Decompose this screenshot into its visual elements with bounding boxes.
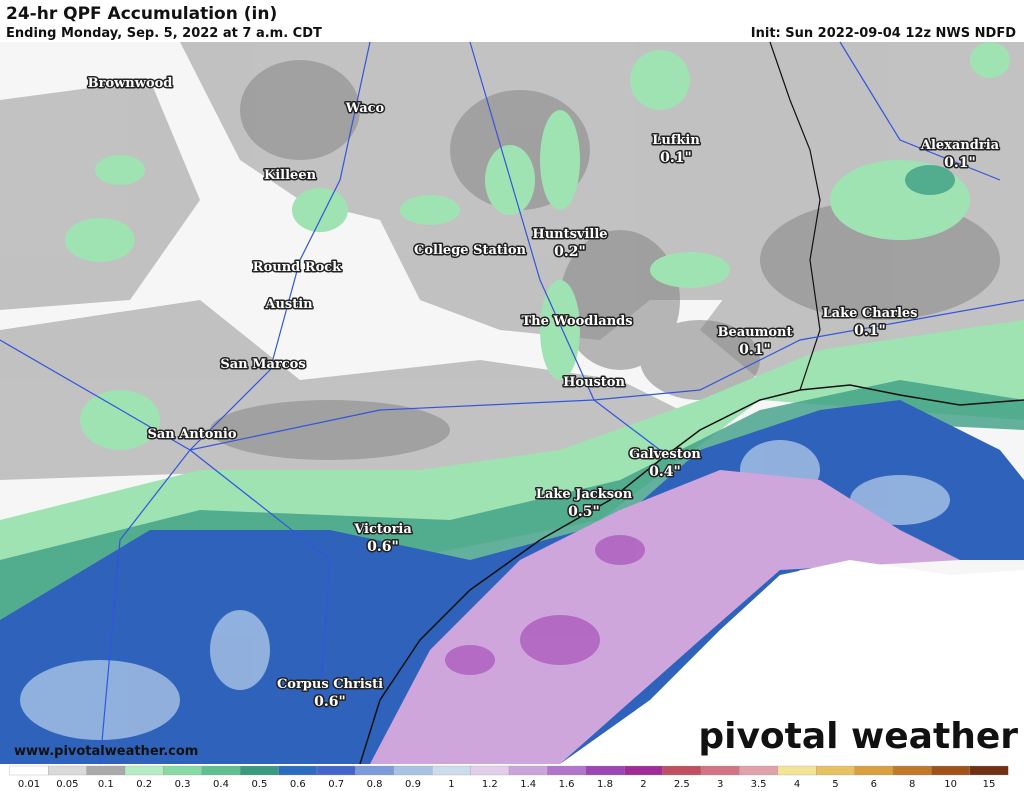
legend-swatch <box>355 765 394 776</box>
city-name: Alexandria <box>920 138 1000 153</box>
website: www.pivotalweather.com <box>14 744 198 759</box>
legend-label: 0.7 <box>328 779 344 790</box>
legend-label: 3 <box>717 779 723 790</box>
city-name: Brownwood <box>88 76 173 91</box>
legend-swatch <box>470 765 510 776</box>
legend-swatch <box>816 765 855 776</box>
no-data-region <box>560 560 1024 764</box>
city-name: Corpus Christi <box>277 677 383 692</box>
legend-label: 1.4 <box>520 779 536 790</box>
city-name: The Woodlands <box>521 314 632 329</box>
legend-label: 1 <box>448 779 454 790</box>
legend-swatch <box>547 765 586 776</box>
title: 24-hr QPF Accumulation (in) <box>6 4 277 24</box>
legend-label: 2.5 <box>674 779 690 790</box>
legend-swatch <box>585 765 625 776</box>
legend-swatch <box>892 765 932 776</box>
logo: pivotal weather <box>698 716 1018 757</box>
city-qpf: 0.5" <box>568 504 600 520</box>
city-name: Round Rock <box>253 260 342 275</box>
header: 24-hr QPF Accumulation (in) Ending Monda… <box>6 4 1016 41</box>
legend-label: 0.3 <box>175 779 191 790</box>
city-qpf: 0.1" <box>944 155 976 171</box>
legend-label: 0.9 <box>405 779 421 790</box>
legend-label: 1.8 <box>597 779 613 790</box>
map <box>0 41 1024 765</box>
coastline <box>359 384 1024 765</box>
subtitle: Ending Monday, Sep. 5, 2022 at 7 a.m. CD… <box>6 26 322 41</box>
legend-label: 15 <box>983 779 996 790</box>
city-qpf: 0.1" <box>660 150 692 166</box>
highways <box>0 41 1024 765</box>
legend-label: 5 <box>832 779 838 790</box>
legend-label: 0.01 <box>18 779 40 790</box>
city-name: Waco <box>345 101 385 116</box>
legend-label: 2 <box>640 779 646 790</box>
legend-label: 0.4 <box>213 779 229 790</box>
legend-swatch <box>700 765 740 776</box>
legend-label: 0.1 <box>98 779 114 790</box>
legend-swatch <box>508 765 548 776</box>
city-qpf: 0.6" <box>367 539 399 555</box>
heavy-precip <box>445 535 645 675</box>
city-name: Huntsville <box>532 227 607 242</box>
state-border <box>769 41 821 391</box>
city-name: Houston <box>563 375 625 390</box>
city-name: San Marcos <box>220 357 305 372</box>
legend-label: 8 <box>909 779 915 790</box>
legend-swatch <box>739 765 778 776</box>
city-name: Lake Charles <box>823 306 918 321</box>
city-qpf: 0.4" <box>649 464 681 480</box>
legend-swatch <box>854 765 894 776</box>
legend-swatch <box>931 765 970 776</box>
init-time: Init: Sun 2022-09-04 12z NWS NDFD <box>751 26 1016 41</box>
city-name: College Station <box>414 243 526 258</box>
city-name: Killeen <box>264 168 317 183</box>
legend-label: 1.2 <box>482 779 498 790</box>
legend-label: 0.5 <box>251 779 267 790</box>
legend-swatch <box>201 765 241 776</box>
city-qpf: 0.6" <box>314 694 346 710</box>
legend-label: 0.2 <box>136 779 152 790</box>
city-name: Beaumont <box>717 325 792 340</box>
legend-swatch <box>240 765 279 776</box>
legend-swatch <box>624 765 663 776</box>
legend-label: 0.8 <box>367 779 383 790</box>
legend-label: 3.5 <box>751 779 767 790</box>
legend-swatch <box>9 765 49 776</box>
purple-precip <box>370 470 960 764</box>
legend-swatch <box>777 765 817 776</box>
city-name: Galveston <box>629 447 701 462</box>
legend-label: 0.05 <box>56 779 78 790</box>
city-name: San Antonio <box>147 427 236 442</box>
city-qpf: 0.1" <box>854 323 886 339</box>
light-blue-precip <box>20 440 950 740</box>
legend-label: 1.6 <box>559 779 575 790</box>
city-name: Victoria <box>353 522 412 537</box>
city-qpf: 0.2" <box>554 244 586 260</box>
legend-swatch <box>163 765 202 776</box>
legend: 0.01 0.05 0.1 0.2 0.3 0.4 0.5 0.6 0.7 0.8 0.9 1 1.2 1… <box>0 764 1024 791</box>
legend-label: 10 <box>944 779 957 790</box>
legend-swatch <box>316 765 356 776</box>
legend-swatch <box>432 765 471 776</box>
legend-swatch <box>124 765 164 776</box>
city-labels: Brownwood Waco Lufkin 0.1" Alexandria 0.1" Kil… <box>86 75 1001 712</box>
legend-label: 6 <box>871 779 877 790</box>
legend-swatch <box>662 765 702 776</box>
city-name: Lake Jackson <box>536 487 633 502</box>
legend-swatch <box>86 765 126 776</box>
legend-swatch <box>969 765 1009 776</box>
legend-swatch <box>48 765 87 776</box>
city-name: Lufkin <box>652 133 700 148</box>
city-qpf: 0.1" <box>739 342 771 358</box>
legend-label: 0.6 <box>290 779 306 790</box>
legend-swatch <box>278 765 318 776</box>
legend-swatch <box>393 765 433 776</box>
city-name: Austin <box>264 297 313 312</box>
legend-label: 4 <box>794 779 800 790</box>
